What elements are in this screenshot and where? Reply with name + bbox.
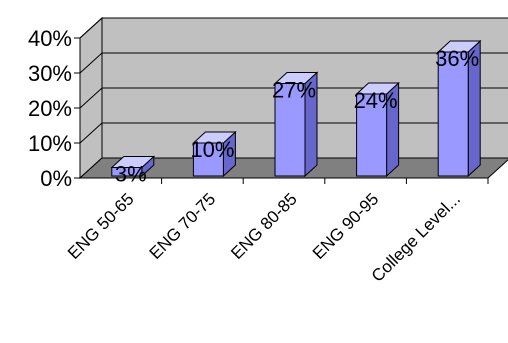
bar — [273, 71, 319, 178]
y-tick-label: 20% — [28, 96, 72, 121]
category-label: ENG 50-65 — [64, 189, 138, 263]
y-tick-labels: 0% 10% 20% 30% 40% — [28, 26, 72, 191]
data-labels: 3% 10% 27% 24% 36% — [115, 46, 479, 187]
category-label: ENG 90-95 — [309, 189, 383, 263]
category-labels: ENG 50-65 ENG 70-75 ENG 80-85 ENG 90-95Coll… — [64, 189, 464, 285]
data-label: 27% — [272, 78, 316, 103]
data-label: 10% — [190, 137, 234, 162]
data-label: 36% — [435, 46, 479, 71]
y-tick-label: 0% — [40, 166, 72, 191]
bar-front — [192, 142, 224, 177]
bar-front — [356, 93, 388, 177]
data-label: 3% — [115, 162, 147, 187]
y-tick-label: 30% — [28, 61, 72, 86]
category-label: ENG 70-75 — [146, 189, 220, 263]
category-label: College Level... — [368, 189, 464, 285]
axes — [74, 37, 489, 184]
bar — [355, 81, 400, 178]
bar — [110, 155, 156, 178]
bar-front — [437, 51, 469, 177]
bars — [110, 39, 482, 178]
gridline — [79, 17, 508, 39]
y-tick-label: 40% — [28, 26, 72, 51]
category-label: ENG 80-85 — [227, 189, 301, 263]
data-label: 24% — [354, 88, 398, 113]
bar-front — [274, 83, 306, 177]
gridline — [79, 52, 508, 74]
bar — [436, 39, 482, 178]
y-tick-label: 10% — [28, 131, 72, 156]
bar — [192, 130, 237, 178]
bar-front — [111, 167, 143, 177]
